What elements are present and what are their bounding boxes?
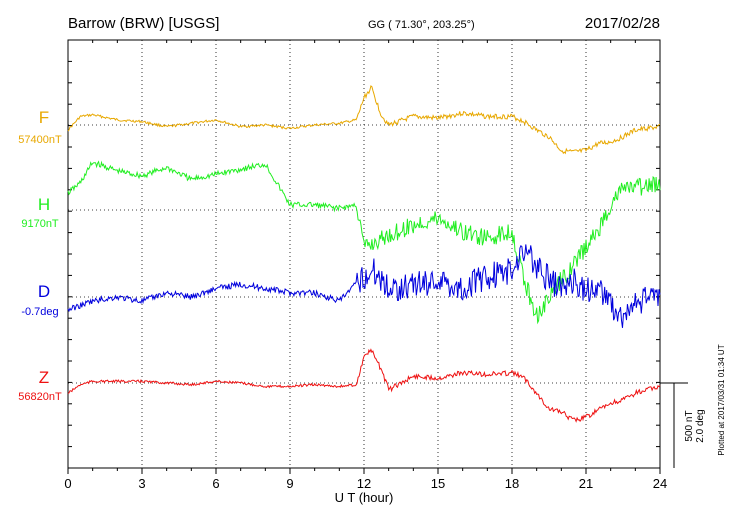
series-z-line: [67, 348, 661, 423]
series-h-name: H: [38, 195, 50, 214]
series-z-baseline-label: 56820nT: [18, 391, 62, 403]
x-tick-label: 15: [431, 476, 445, 491]
x-tick-label: 12: [357, 476, 371, 491]
x-axis-label: U T (hour): [335, 490, 394, 505]
scale-bar: 500 nT 2.0 deg: [660, 382, 706, 468]
series-d-line: [67, 244, 661, 328]
x-tick-label: 9: [286, 476, 293, 491]
series-group: [67, 85, 661, 423]
series-f-name: F: [39, 108, 49, 127]
x-tick-label: 21: [579, 476, 593, 491]
series-f-line: [67, 85, 661, 155]
series-d-name: D: [38, 282, 50, 301]
scale-bar-deg-label: 2.0 deg: [695, 409, 706, 442]
series-d-baseline-label: -0.7deg: [21, 306, 58, 318]
series-labels: F 57400nT H 9170nT D -0.7deg Z 56820nT: [18, 108, 62, 403]
x-tick-label: 18: [505, 476, 519, 491]
plotted-timestamp: Plotted at 2017/03/31 01:34 UT: [717, 344, 726, 455]
scale-bar-nt-label: 500 nT: [684, 410, 695, 441]
coordinates-label: GG ( 71.30°, 203.25°): [368, 19, 475, 31]
x-tick-label: 24: [653, 476, 667, 491]
date-label: 2017/02/28: [585, 15, 660, 32]
y-axis-ticks: [68, 39, 660, 469]
series-f-baseline-label: 57400nT: [18, 134, 62, 146]
grid-lines: [68, 40, 660, 468]
x-tick-label: 6: [212, 476, 219, 491]
series-h-baseline-label: 9170nT: [21, 218, 59, 230]
x-tick-label: 3: [138, 476, 145, 491]
series-h-line: [67, 160, 661, 325]
x-tick-label: 0: [64, 476, 71, 491]
x-axis-ticks: 0 3 6 9 12 15 18 21 24: [64, 40, 667, 491]
station-title: Barrow (BRW) [USGS]: [68, 15, 219, 32]
series-z-name: Z: [39, 368, 49, 387]
